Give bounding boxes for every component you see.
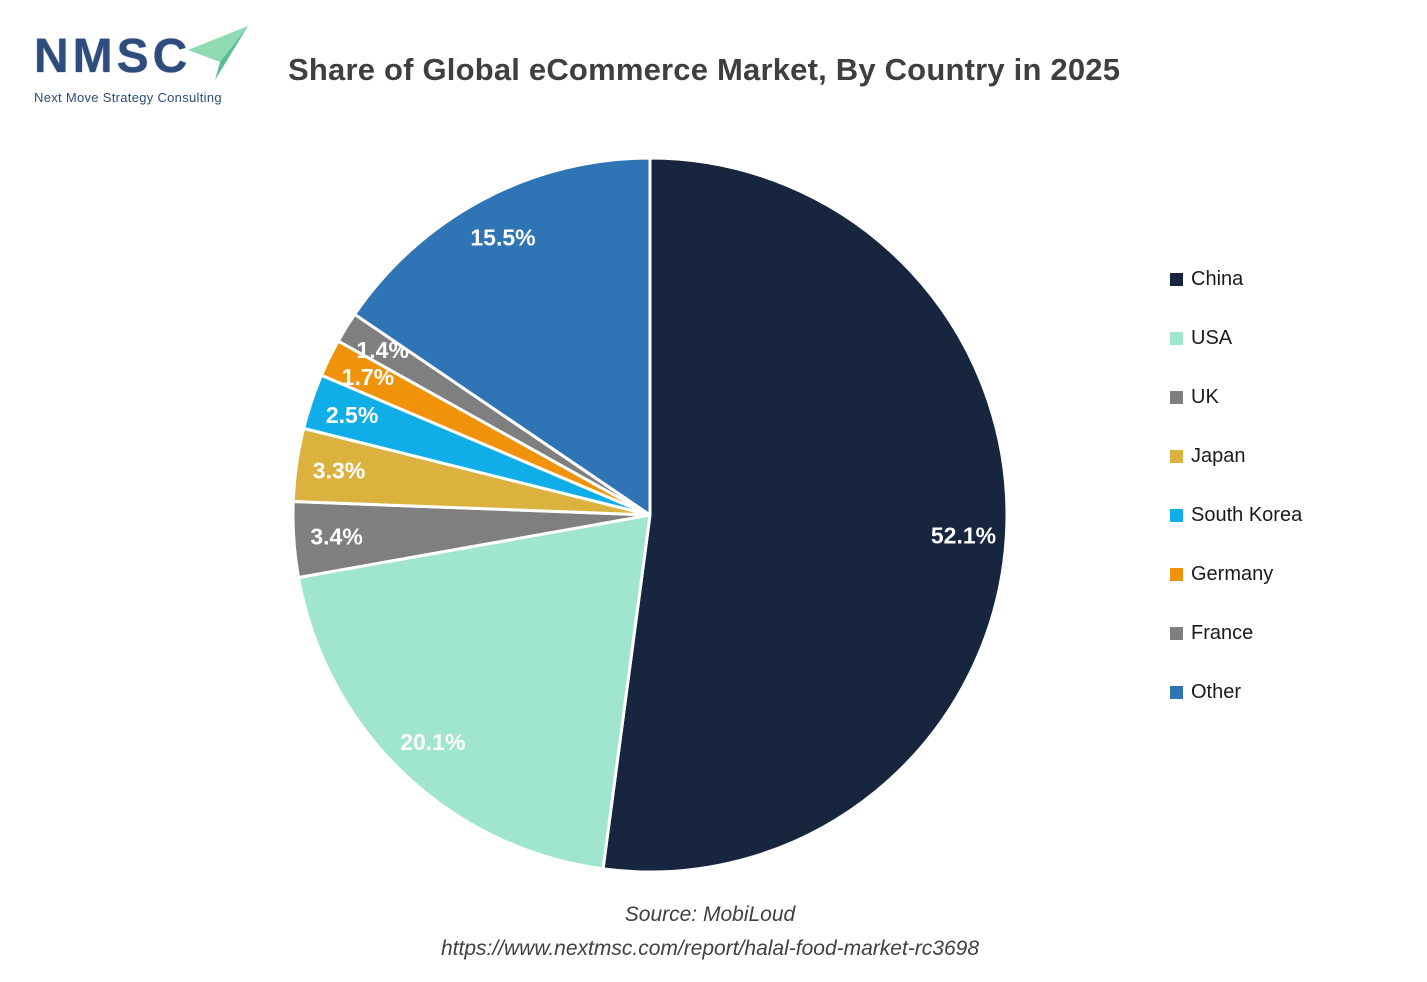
legend-label-china: China: [1191, 267, 1244, 290]
legend-label-south-korea: South Korea: [1191, 503, 1303, 526]
legend: China USA UK Japan South Korea Germany F…: [1170, 266, 1302, 738]
source-citation: Source: MobiLoud https://www.nextmsc.com…: [0, 898, 1420, 966]
pie-value-label-uk: 3.4%: [310, 524, 362, 550]
pie-slice-china: [601, 156, 1009, 874]
legend-swatch-france: [1170, 626, 1183, 640]
legend-item-south-korea: South Korea: [1170, 502, 1302, 528]
pie-slice-other: [353, 156, 652, 517]
pie-value-label-south-korea: 2.5%: [326, 402, 378, 428]
legend-swatch-other: [1170, 685, 1183, 699]
legend-item-other: Other: [1170, 679, 1302, 705]
pie-chart-area: 52.1% 20.1% 3.4% 3.3% 2.5% 1.7% 1.4% 15.5%: [290, 155, 1010, 875]
legend-label-usa: USA: [1191, 326, 1233, 349]
pie-value-label-usa: 20.1%: [400, 729, 465, 755]
legend-label-france: France: [1191, 621, 1254, 644]
pie-chart: 52.1%20.1%3.4%3.3%2.5%1.7%1.4%15.5%: [291, 156, 1009, 874]
logo-arrow-icon: [188, 26, 248, 80]
pie-value-label-japan: 3.3%: [313, 458, 365, 484]
legend-item-japan: Japan: [1170, 443, 1302, 469]
legend-swatch-japan: [1170, 449, 1183, 463]
legend-item-uk: UK: [1170, 384, 1302, 410]
logo-arrow-dark-part: [215, 26, 248, 80]
legend-swatch-south-korea: [1170, 508, 1183, 522]
legend-item-france: France: [1170, 620, 1302, 646]
pie-slice-usa: [297, 513, 652, 871]
legend-label-japan: Japan: [1191, 444, 1246, 467]
nmsc-logo: NMSC Next Move Strategy Consulting: [34, 26, 264, 105]
source-line1: Source: MobiLoud: [624, 903, 796, 926]
legend-item-china: China: [1170, 266, 1302, 292]
legend-item-usa: USA: [1170, 325, 1302, 351]
source-line2: https://www.nextmsc.com/report/halal-foo…: [440, 937, 980, 960]
logo-arrow-light-part: [188, 26, 248, 62]
legend-label-uk: UK: [1191, 385, 1219, 408]
legend-label-germany: Germany: [1191, 562, 1274, 585]
chart-title: Share of Global eCommerce Market, By Cou…: [288, 52, 1121, 87]
pie-value-label-other: 15.5%: [470, 224, 535, 250]
logo-tagline: Next Move Strategy Consulting: [34, 90, 222, 105]
legend-swatch-germany: [1170, 567, 1183, 581]
legend-item-germany: Germany: [1170, 561, 1302, 587]
legend-swatch-usa: [1170, 331, 1183, 345]
pie-value-label-china: 52.1%: [931, 523, 996, 549]
legend-swatch-china: [1170, 272, 1183, 286]
legend-swatch-uk: [1170, 390, 1183, 404]
logo-row: NMSC: [34, 26, 264, 88]
logo-acronym: NMSC: [34, 30, 192, 83]
legend-label-other: Other: [1191, 680, 1242, 703]
